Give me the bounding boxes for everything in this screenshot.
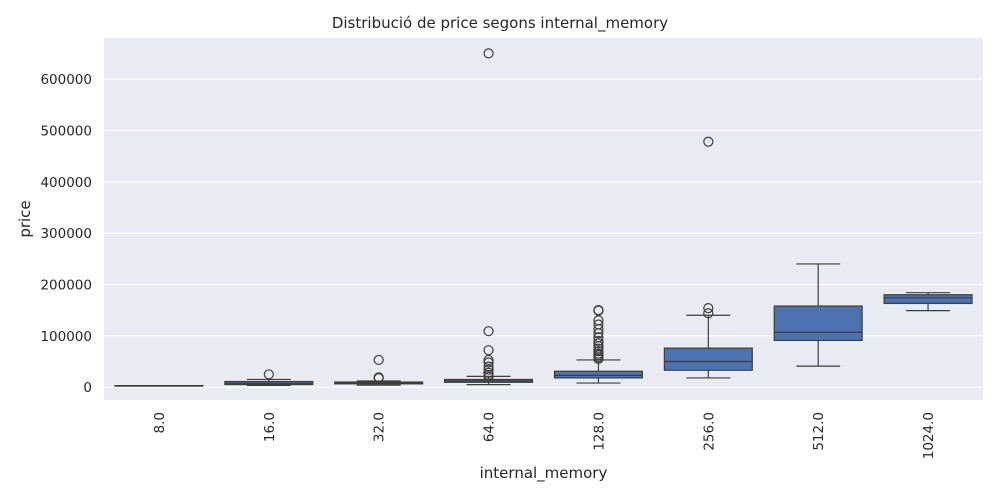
y-tick-label: 200000 <box>40 277 92 293</box>
outlier-point <box>483 371 494 382</box>
x-axis-label: internal_memory <box>480 464 608 483</box>
x-tick-label: 256.0 <box>701 412 717 451</box>
y-tick-label: 600000 <box>40 72 92 88</box>
plot-area <box>104 38 983 400</box>
outlier-point <box>263 369 274 380</box>
outlier-point <box>703 308 714 319</box>
x-tick-label: 128.0 <box>591 412 607 451</box>
y-tick-label: 500000 <box>40 123 92 139</box>
x-tick-label: 512.0 <box>811 412 827 451</box>
box-128.0 <box>553 370 643 379</box>
outlier-point <box>593 328 604 339</box>
outlier-point <box>483 354 494 366</box>
outlier-point <box>593 346 604 357</box>
outlier-point <box>593 305 604 316</box>
x-tick-label: 8.0 <box>152 412 168 433</box>
outlier-point <box>483 326 494 337</box>
box-1024.0 <box>883 294 973 305</box>
outlier-point <box>483 357 494 368</box>
x-tick-label: 64.0 <box>482 412 498 442</box>
y-tick-label: 0 <box>83 380 92 396</box>
outlier-point <box>483 48 494 59</box>
x-tick-label: 32.0 <box>372 412 388 442</box>
box-256.0 <box>663 347 753 371</box>
outlier-point <box>593 338 604 349</box>
y-tick-label: 100000 <box>40 329 92 345</box>
outlier-point <box>593 324 604 335</box>
box-512.0 <box>773 305 863 342</box>
outlier-point <box>373 373 384 384</box>
chart-title: Distribució de price segons internal_mem… <box>331 14 669 32</box>
outlier-point <box>703 136 714 147</box>
y-axis-label: price <box>16 200 34 237</box>
outlier-point <box>703 302 714 314</box>
outlier-point <box>483 364 494 375</box>
outlier-point <box>593 353 604 365</box>
outlier-point <box>483 345 494 356</box>
x-tick-label: 16.0 <box>262 412 278 442</box>
outlier-point <box>483 361 494 372</box>
outlier-point <box>593 335 604 347</box>
y-tick-label: 400000 <box>40 175 92 191</box>
y-tick-label: 300000 <box>40 226 92 242</box>
outlier-point <box>373 354 384 366</box>
x-tick-label: 1024.0 <box>921 412 937 459</box>
